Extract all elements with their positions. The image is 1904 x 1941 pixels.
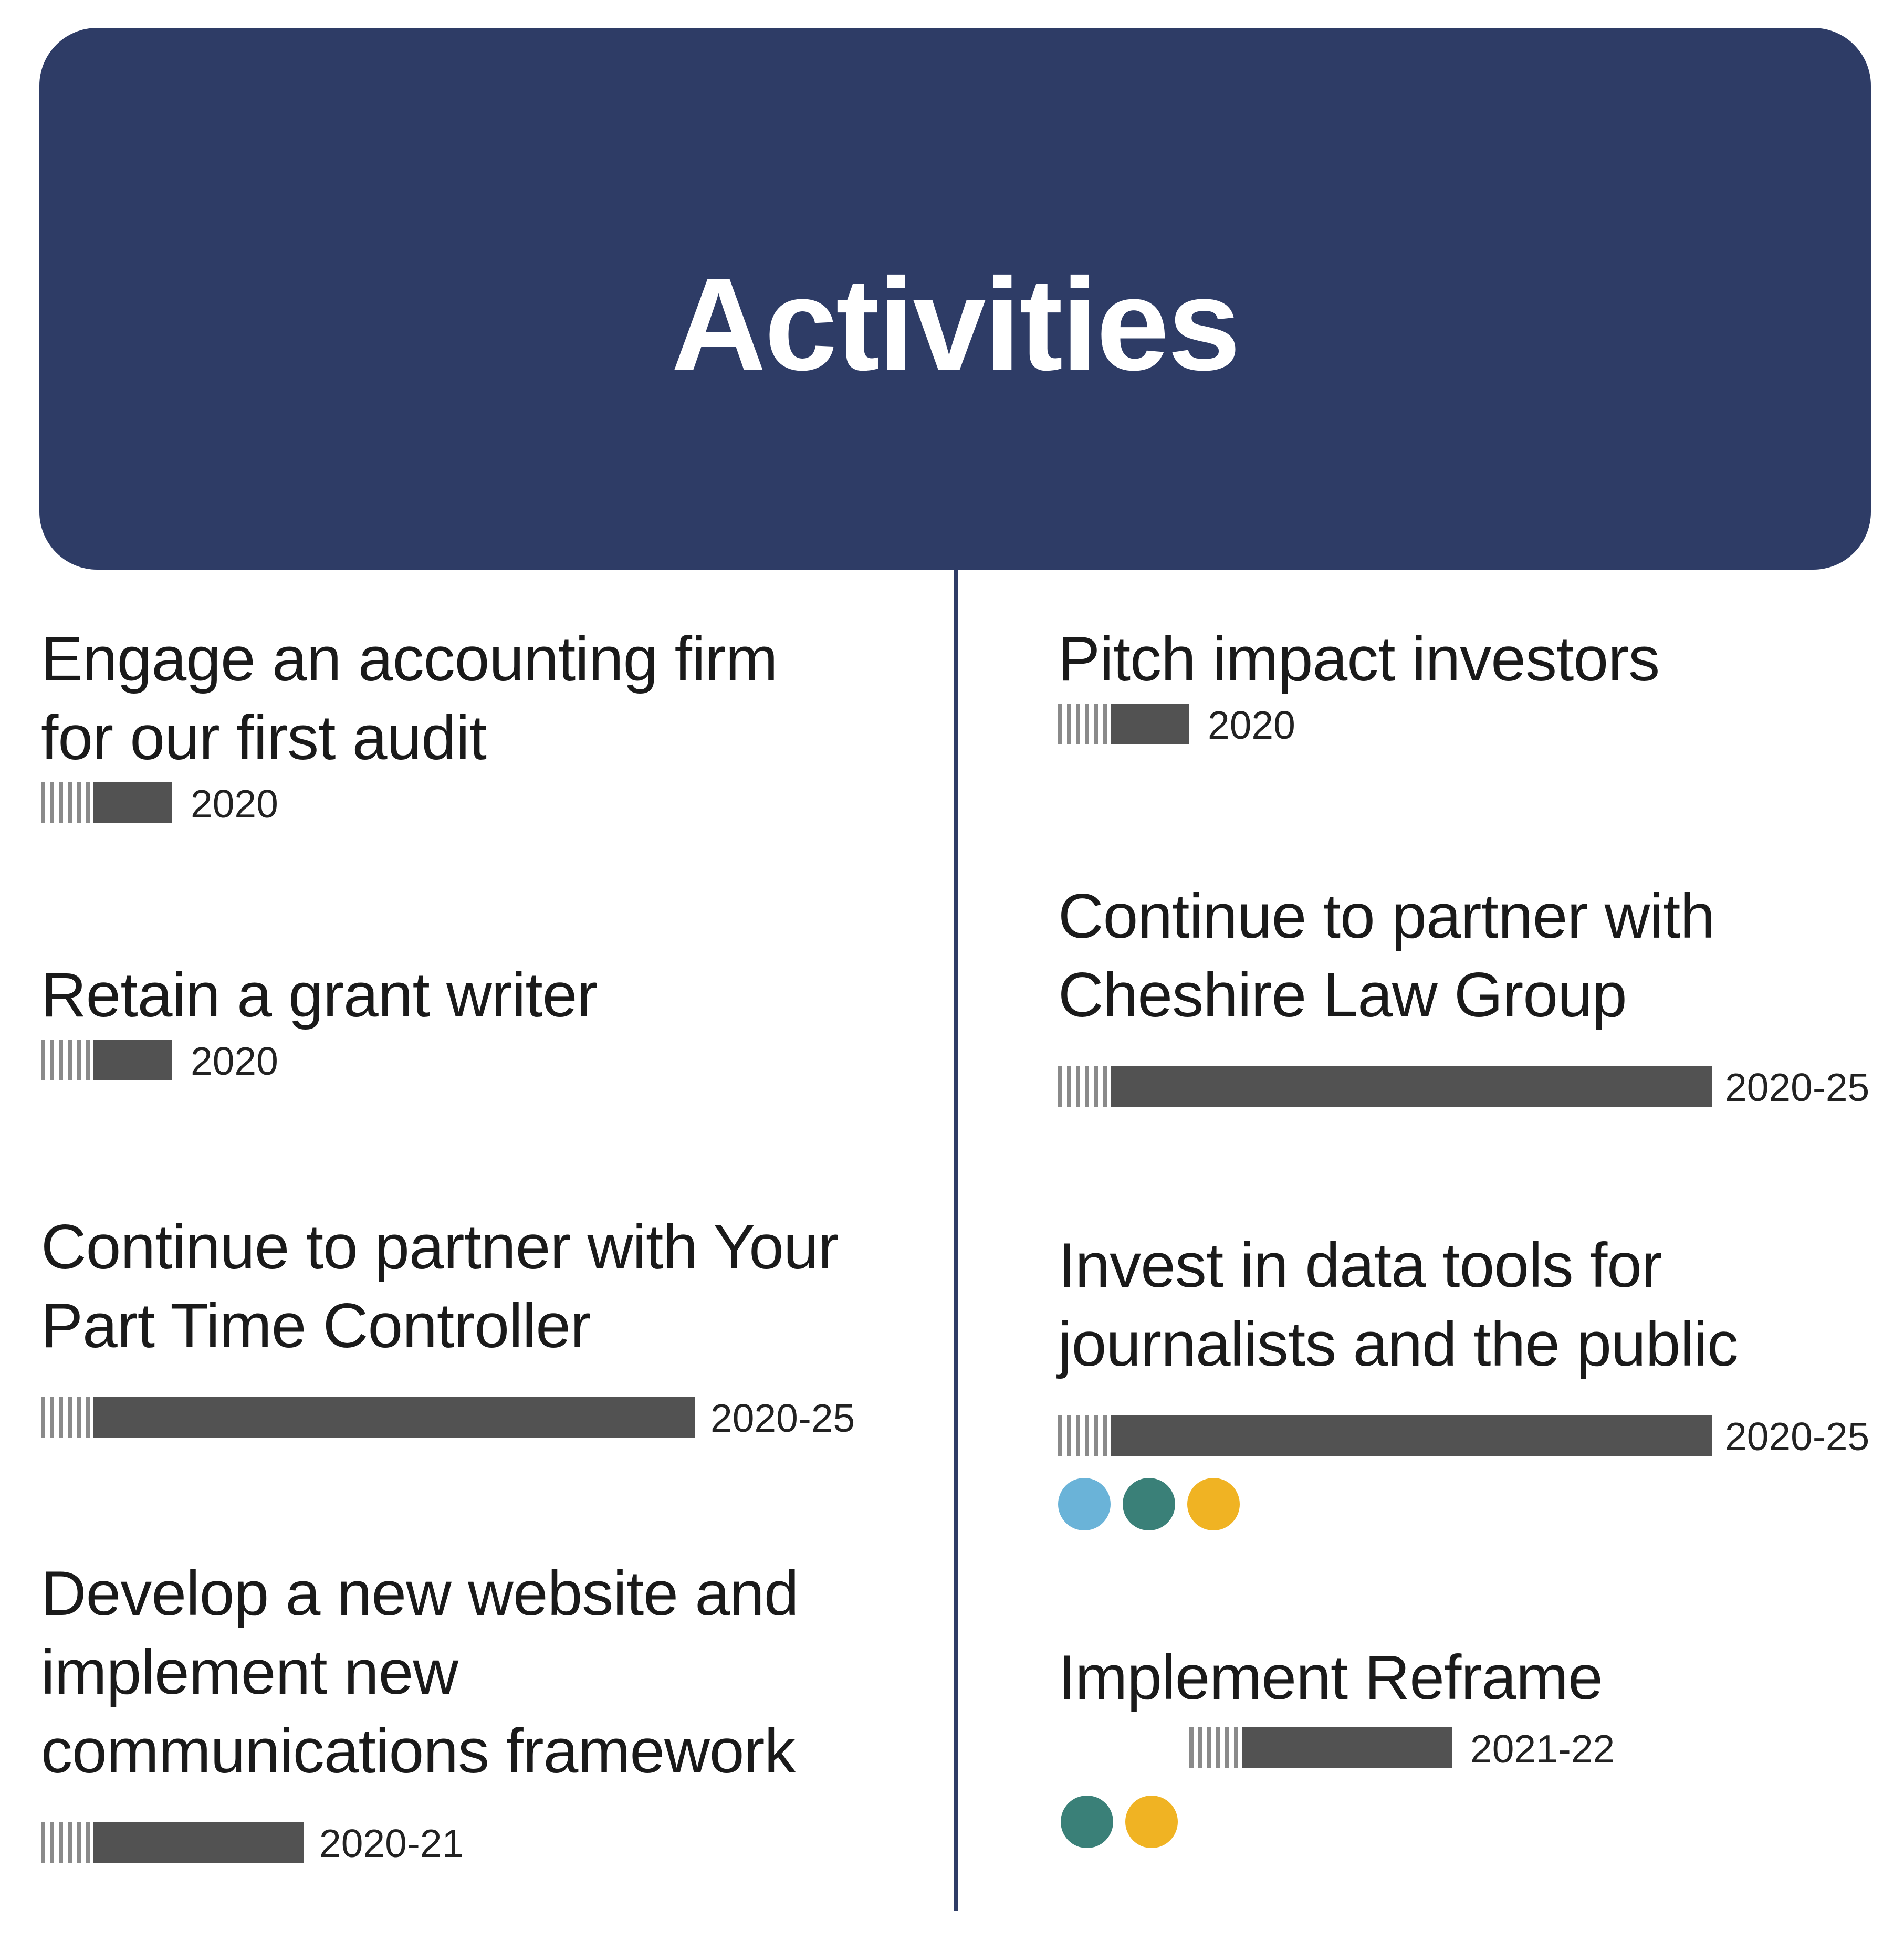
timeline-stripes <box>41 1822 91 1863</box>
page-title: Activities <box>671 251 1241 397</box>
activity-item: Continue to partner with Your Part Time … <box>41 1208 881 1439</box>
timeline-label: 2020-25 <box>1725 1414 1870 1459</box>
timeline-bar: 2020-21 <box>41 1822 881 1864</box>
activity-title: Pitch impact investors <box>1058 624 1660 694</box>
timeline-stripes <box>41 782 91 823</box>
yellow-dot-icon <box>1125 1796 1178 1848</box>
timeline-fill <box>93 1040 172 1080</box>
activity-title: Retain a grant writer <box>41 960 598 1030</box>
timeline-fill <box>93 1822 304 1863</box>
activity-item: Develop a new website and implement new … <box>41 1554 881 1864</box>
timeline-bar: 2021-22 <box>1058 1727 1898 1769</box>
activity-title: Continue to partner with Cheshire Law Gr… <box>1058 881 1715 1030</box>
activity-item: Continue to partner with Cheshire Law Gr… <box>1058 877 1898 1108</box>
timeline-stripes <box>1189 1727 1240 1768</box>
activity-title: Develop a new website and implement new … <box>41 1558 799 1786</box>
activity-item: Pitch impact investors 2020 <box>1058 620 1898 746</box>
activity-item: Retain a grant writer 2020 <box>41 956 881 1082</box>
activity-title: Continue to partner with Your Part Time … <box>41 1212 839 1361</box>
timeline-label: 2020 <box>1208 703 1295 747</box>
activity-item: Engage an accounting firm for our first … <box>41 620 881 824</box>
tag-dots <box>1058 1796 1898 1848</box>
timeline-fill <box>1111 1066 1712 1107</box>
timeline-bar: 2020 <box>41 1040 881 1082</box>
timeline-bar: 2020 <box>1058 704 1898 746</box>
timeline-stripes <box>1058 1066 1108 1107</box>
header-banner: Activities <box>39 28 1871 570</box>
timeline-stripes <box>1058 704 1108 744</box>
timeline-bar: 2020 <box>41 782 881 824</box>
activity-item: Implement Reframe 2021-22 <box>1058 1638 1898 1848</box>
activity-title: Implement Reframe <box>1058 1642 1603 1713</box>
timeline-bar: 2020-25 <box>41 1397 881 1439</box>
activity-title: Invest in data tools for journalists and… <box>1058 1230 1739 1379</box>
activity-title: Engage an accounting firm for our first … <box>41 624 778 773</box>
timeline-fill <box>1242 1727 1452 1768</box>
timeline-fill <box>93 1397 695 1438</box>
timeline-stripes <box>41 1040 91 1080</box>
timeline-stripes <box>1058 1415 1108 1456</box>
teal-dot-icon <box>1123 1478 1175 1530</box>
activity-item: Invest in data tools for journalists and… <box>1058 1226 1898 1530</box>
timeline-label: 2020 <box>191 1039 278 1083</box>
teal-dot-icon <box>1061 1796 1113 1848</box>
timeline-fill <box>1111 704 1189 744</box>
timeline-stripes <box>41 1397 91 1438</box>
column-divider <box>954 570 958 1911</box>
timeline-label: 2020-25 <box>710 1396 855 1440</box>
timeline-label: 2020-21 <box>319 1821 464 1865</box>
timeline-fill <box>1111 1415 1712 1456</box>
timeline-label: 2020-25 <box>1725 1065 1870 1109</box>
timeline-label: 2021-22 <box>1470 1727 1615 1771</box>
timeline-bar: 2020-25 <box>1058 1415 1898 1457</box>
light-blue-dot-icon <box>1058 1478 1111 1530</box>
tag-dots <box>1058 1478 1898 1530</box>
timeline-bar: 2020-25 <box>1058 1066 1898 1108</box>
timeline-fill <box>93 782 172 823</box>
timeline-label: 2020 <box>191 782 278 826</box>
yellow-dot-icon <box>1187 1478 1240 1530</box>
